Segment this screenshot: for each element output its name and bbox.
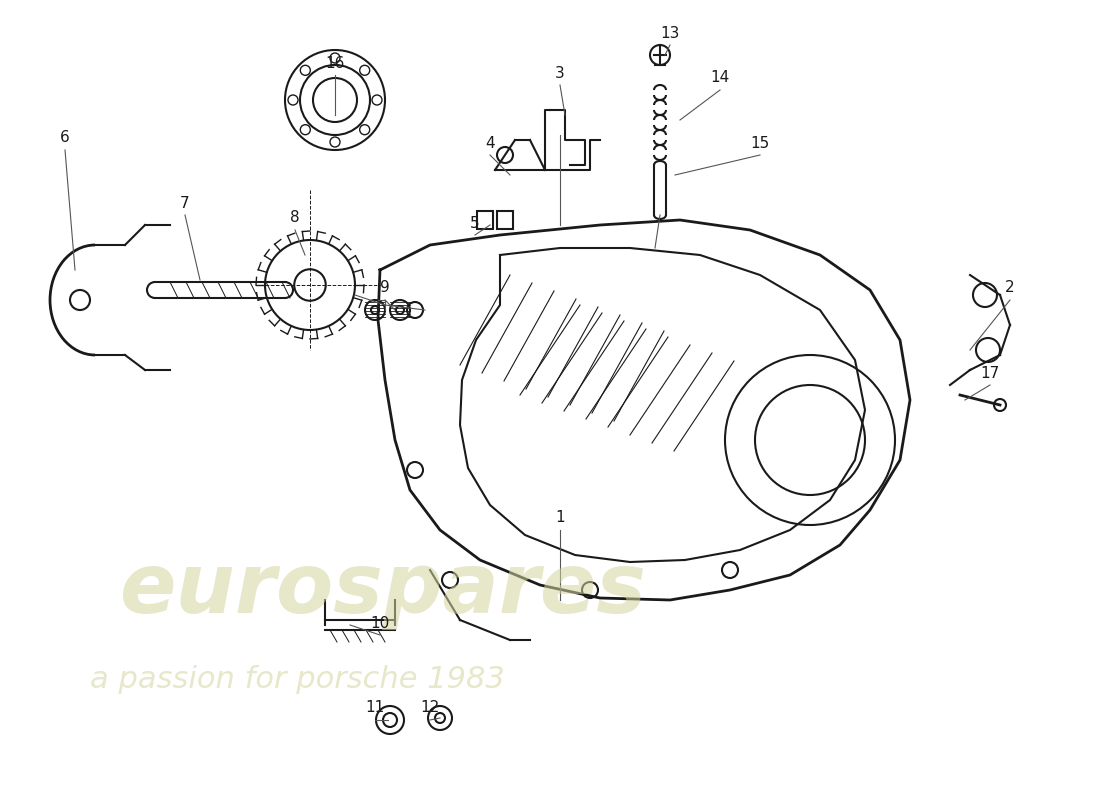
Circle shape [372, 95, 382, 105]
Circle shape [288, 95, 298, 105]
Circle shape [330, 53, 340, 63]
Circle shape [360, 125, 370, 134]
Text: 14: 14 [711, 70, 729, 86]
Text: 9: 9 [381, 281, 389, 295]
Text: 13: 13 [660, 26, 680, 41]
Text: a passion for porsche 1983: a passion for porsche 1983 [90, 666, 505, 694]
Text: 3: 3 [556, 66, 565, 81]
Text: 1: 1 [556, 510, 564, 526]
FancyBboxPatch shape [477, 211, 493, 229]
Circle shape [300, 66, 310, 75]
Circle shape [330, 137, 340, 147]
Circle shape [650, 45, 670, 65]
FancyBboxPatch shape [497, 211, 513, 229]
Text: eurospares: eurospares [120, 550, 647, 630]
Text: 2: 2 [1005, 281, 1015, 295]
Text: 10: 10 [371, 615, 389, 630]
Text: 4: 4 [485, 135, 495, 150]
Text: 8: 8 [290, 210, 300, 226]
Text: 17: 17 [980, 366, 1000, 381]
Text: 7: 7 [180, 195, 190, 210]
Circle shape [360, 66, 370, 75]
Circle shape [300, 125, 310, 134]
Text: 16: 16 [326, 55, 344, 70]
Text: 5: 5 [470, 215, 480, 230]
Text: 11: 11 [365, 701, 385, 715]
Text: 6: 6 [60, 130, 70, 146]
Text: 12: 12 [420, 701, 440, 715]
Text: 15: 15 [750, 135, 770, 150]
